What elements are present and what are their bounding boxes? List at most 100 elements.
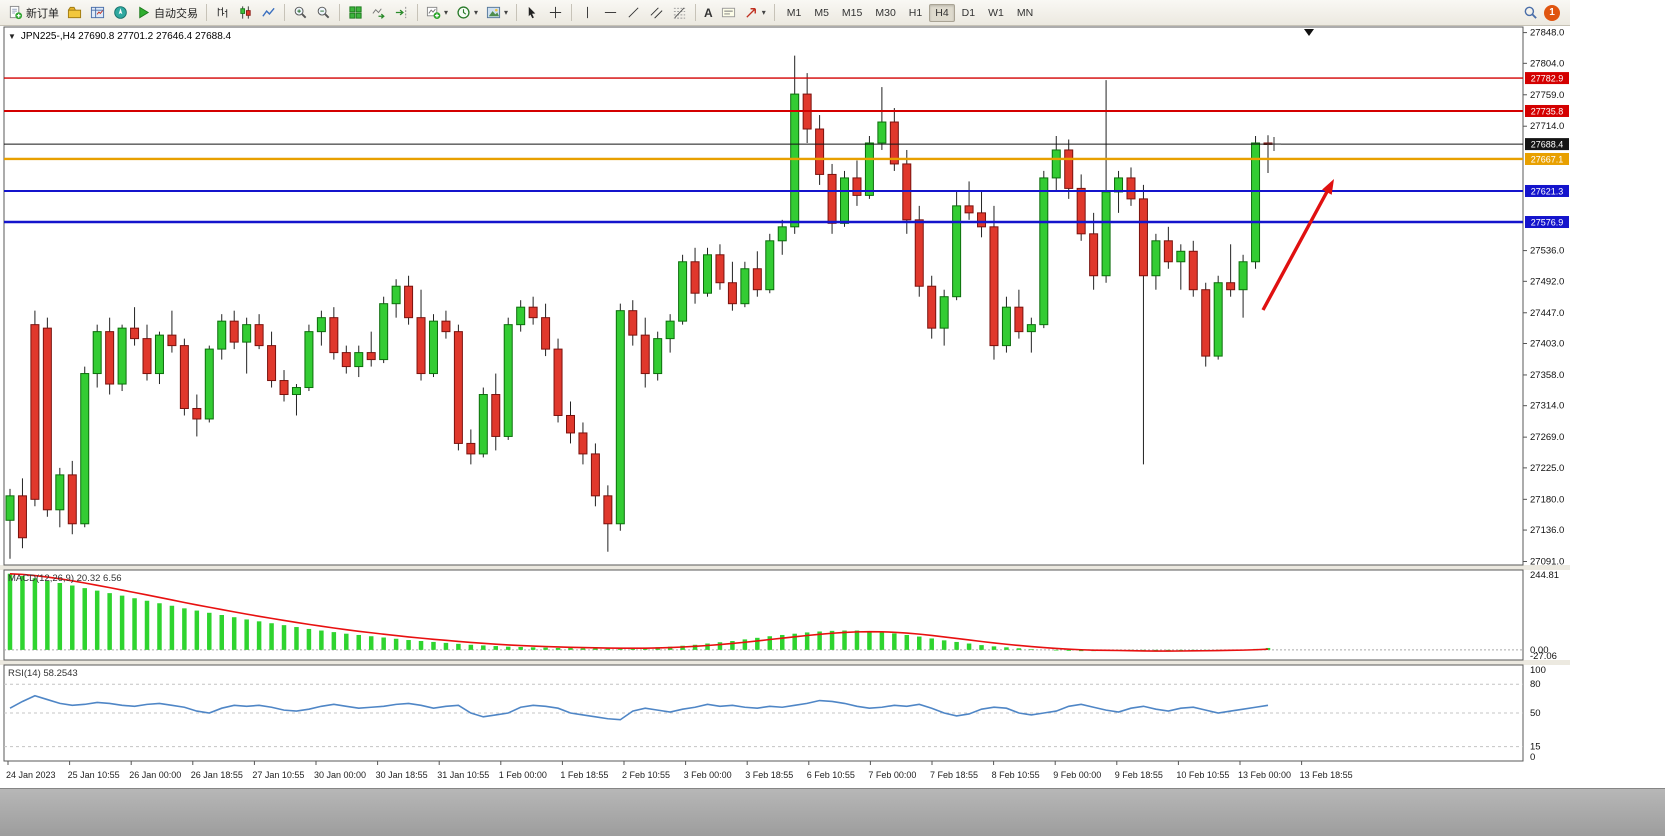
toolbar-separator: [206, 4, 207, 21]
pane-splitter[interactable]: [0, 660, 1570, 665]
timeframe-group: M1 M5 M15 M30 H1 H4 D1 W1 MN: [781, 3, 1039, 22]
timeframe-h1-button[interactable]: H1: [903, 4, 928, 22]
new-order-label: 新订单: [26, 7, 59, 20]
svg-text:30 Jan 00:00: 30 Jan 00:00: [314, 770, 366, 780]
svg-text:27358.0: 27358.0: [1530, 370, 1564, 381]
navigator-icon: [114, 6, 127, 19]
svg-text:26 Jan 18:55: 26 Jan 18:55: [191, 770, 243, 780]
equidistant-channel-icon: [650, 7, 663, 19]
rsi-axis-label: 80: [1530, 679, 1541, 690]
svg-text:27091.0: 27091.0: [1530, 557, 1564, 568]
chart-shift-button[interactable]: [390, 2, 413, 23]
svg-text:27714.0: 27714.0: [1530, 121, 1564, 132]
market-watch-button[interactable]: [86, 2, 109, 23]
svg-text:27688.4: 27688.4: [1531, 140, 1564, 150]
svg-text:27667.1: 27667.1: [1531, 154, 1564, 164]
navigator-button[interactable]: [109, 2, 132, 23]
price-tag-27576.9: 27576.9: [1525, 216, 1569, 229]
arrows-tool-button[interactable]: ▾: [740, 2, 770, 23]
rsi-axis-label: 100: [1530, 665, 1546, 676]
one-click-trading-icon[interactable]: ▼: [8, 32, 16, 41]
notification-badge[interactable]: 1: [1544, 4, 1560, 21]
fibonacci-button[interactable]: [668, 2, 691, 23]
templates-button[interactable]: ▾: [482, 2, 512, 23]
svg-text:10 Feb 10:55: 10 Feb 10:55: [1176, 770, 1229, 780]
svg-text:27782.9: 27782.9: [1531, 74, 1564, 84]
trendline-button[interactable]: [622, 2, 645, 23]
periods-clock-icon: [457, 6, 470, 19]
bar-chart-button[interactable]: [211, 2, 234, 23]
svg-text:27848.0: 27848.0: [1530, 28, 1564, 39]
dropdown-caret-icon: ▾: [761, 7, 766, 17]
cursor-button[interactable]: [521, 2, 544, 23]
toolbar-separator: [284, 4, 285, 21]
svg-text:27314.0: 27314.0: [1530, 401, 1564, 412]
candlestick-chart-button[interactable]: [234, 2, 257, 23]
line-chart-button[interactable]: [257, 2, 280, 23]
indicators-button[interactable]: ▾: [422, 2, 452, 23]
timeframe-m30-button[interactable]: M30: [869, 4, 901, 22]
macd-axis-label: 244.81: [1530, 570, 1559, 581]
vertical-line-button[interactable]: [576, 2, 599, 23]
svg-text:27269.0: 27269.0: [1530, 432, 1564, 443]
svg-text:27136.0: 27136.0: [1530, 525, 1564, 536]
trend-arrow[interactable]: [1261, 187, 1331, 311]
timeframe-m5-button[interactable]: M5: [808, 4, 835, 22]
tile-windows-icon: [349, 6, 362, 19]
chart-title: ▼ JPN225-,H4 27690.8 27701.2 27646.4 276…: [8, 31, 231, 42]
equidistant-channel-button[interactable]: [645, 2, 668, 23]
timeframe-mn-button[interactable]: MN: [1011, 4, 1039, 22]
search-button[interactable]: [1519, 2, 1542, 23]
svg-text:27180.0: 27180.0: [1530, 494, 1564, 505]
svg-text:27403.0: 27403.0: [1530, 339, 1564, 350]
macd-axis-label: 0.00: [1530, 645, 1549, 656]
auto-scroll-button[interactable]: [367, 2, 390, 23]
timeframe-w1-button[interactable]: W1: [982, 4, 1010, 22]
periods-button[interactable]: ▾: [452, 2, 482, 23]
tile-windows-button[interactable]: [344, 2, 367, 23]
new-order-button[interactable]: 新订单: [4, 2, 63, 23]
auto-scroll-icon: [372, 8, 385, 19]
auto-trading-icon: [139, 6, 150, 19]
horizontal-line-button[interactable]: [599, 2, 622, 23]
zoom-out-button[interactable]: [312, 2, 335, 23]
arrows-tool-icon: [746, 8, 756, 18]
svg-text:3 Feb 18:55: 3 Feb 18:55: [745, 770, 793, 780]
timeframe-m15-button[interactable]: M15: [836, 4, 868, 22]
crosshair-button[interactable]: [544, 2, 567, 23]
zoom-in-button[interactable]: [289, 2, 312, 23]
svg-text:27576.9: 27576.9: [1531, 218, 1564, 228]
cursor-icon: [528, 6, 536, 19]
auto-trading-button[interactable]: 自动交易: [132, 2, 202, 23]
chart-scroll-marker[interactable]: [1304, 29, 1314, 36]
macd-histogram: [7, 573, 1271, 652]
timeframe-h4-button[interactable]: H4: [929, 3, 955, 22]
price-tag-27782.9: 27782.9: [1525, 72, 1569, 85]
price-pane: [3, 26, 1524, 566]
timeframe-m1-button[interactable]: M1: [781, 4, 808, 22]
svg-text:26 Jan 00:00: 26 Jan 00:00: [129, 770, 181, 780]
charts-profile-button[interactable]: [63, 2, 86, 23]
indicators-icon: [426, 6, 441, 19]
auto-trading-label: 自动交易: [154, 7, 198, 20]
rsi-axis-label: 15: [1530, 742, 1541, 753]
svg-text:27621.3: 27621.3: [1531, 186, 1564, 196]
text-label-button[interactable]: [717, 2, 740, 23]
macd-axis-label: -27.06: [1530, 651, 1557, 662]
price-tag-27621.3: 27621.3: [1525, 184, 1569, 197]
price-tag-27735.8: 27735.8: [1525, 104, 1569, 117]
svg-text:27 Jan 10:55: 27 Jan 10:55: [252, 770, 304, 780]
zoom-in-icon: [294, 6, 307, 19]
pane-splitter[interactable]: [0, 565, 1570, 570]
timeframe-d1-button[interactable]: D1: [956, 4, 981, 22]
price-tag-27688.4: 27688.4: [1525, 138, 1569, 151]
main-toolbar: 新订单 自动交易 ▾ ▾: [0, 0, 1570, 26]
text-tool-button[interactable]: A: [700, 2, 717, 23]
svg-text:7 Feb 18:55: 7 Feb 18:55: [930, 770, 978, 780]
svg-text:30 Jan 18:55: 30 Jan 18:55: [376, 770, 428, 780]
svg-text:27735.8: 27735.8: [1531, 106, 1564, 116]
svg-text:13 Feb 18:55: 13 Feb 18:55: [1300, 770, 1353, 780]
horizontal-line-icon: [604, 12, 617, 13]
new-order-icon: [9, 5, 23, 20]
